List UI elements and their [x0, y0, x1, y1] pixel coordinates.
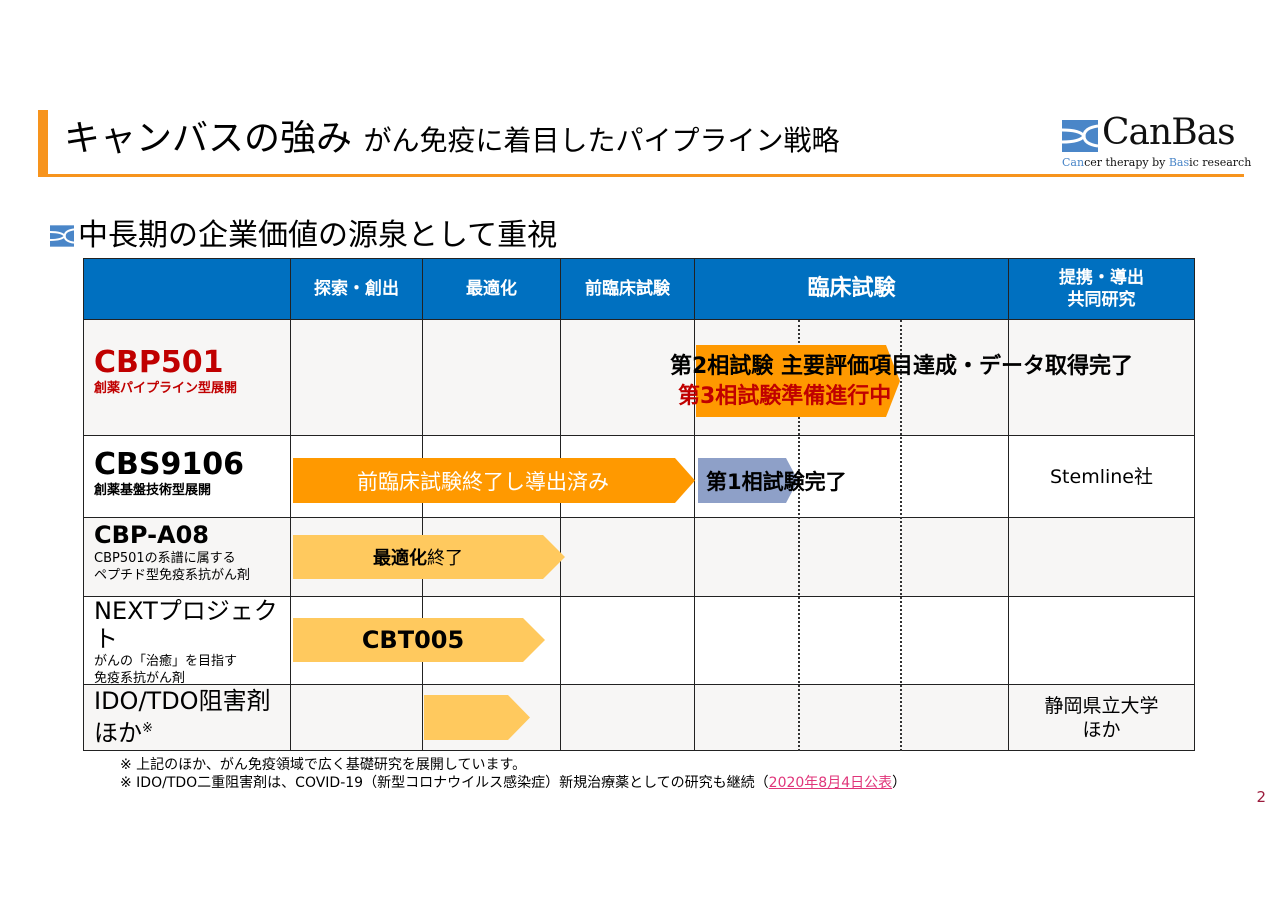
cell: [423, 320, 561, 436]
partner-name: 静岡県立大学: [1044, 694, 1159, 717]
cell: [695, 597, 1009, 685]
drug-subtitle: 創薬パイプライン型展開: [94, 381, 238, 396]
ido-tdo-arrow: [424, 695, 530, 740]
partner-cell: [1009, 597, 1195, 685]
canbas-mark-icon: [1062, 120, 1098, 152]
cbs9106-phase1-arrow: [698, 458, 798, 503]
footnote-1: ※ 上記のほか、がん免疫領域で広く基礎研究を展開しています。: [120, 757, 527, 773]
col-preclinical: 前臨床試験: [561, 259, 695, 320]
cell: [695, 685, 1009, 751]
drug-desc: CBP501の系譜に属する: [94, 551, 236, 566]
logo-wordmark: CanBas: [1102, 112, 1236, 153]
partner-cell: [1009, 320, 1195, 436]
col-clinical: 臨床試験: [695, 259, 1009, 320]
partner-cell: 静岡県立大学 ほか: [1009, 685, 1195, 751]
title-main: キャンバスの強み: [64, 118, 353, 159]
drug-desc: がんの「治癒」を目指す: [94, 654, 238, 669]
drug-name: CBP501: [94, 345, 224, 380]
col-partnership-line1: 提携・導出: [1059, 268, 1144, 288]
pipeline-table: 探索・創出 最適化 前臨床試験 臨床試験 提携・導出 共同研究 CBP501 創…: [83, 258, 1195, 751]
header-empty: [84, 259, 291, 320]
phase-divider: [900, 320, 902, 751]
drug-name-line2: ほか※: [94, 719, 153, 747]
page-number: 2: [1256, 788, 1266, 806]
cell: [561, 518, 695, 597]
drug-desc: 免疫系抗がん剤: [94, 671, 186, 686]
next-project-arrow: [293, 618, 545, 662]
footnote-2: ※ IDO/TDO二重阻害剤は、COVID-19（新型コロナウイルス感染症）新規…: [120, 775, 907, 791]
drug-name: CBP-A08: [94, 521, 210, 549]
col-partnership-line2: 共同研究: [1067, 290, 1136, 310]
phase-divider: [798, 320, 800, 751]
drug-name: CBS9106: [94, 447, 244, 482]
section-heading-text: 中長期の企業価値の源泉として重視: [78, 218, 558, 253]
canbas-logo: CanBas Cancer therapy by Basic research: [1062, 112, 1251, 170]
cbp501-progress-arrow: [696, 345, 900, 417]
row-label-ido-tdo: IDO/TDO阻害剤 ほか※: [84, 685, 291, 751]
next-project-text: CBT005: [361, 626, 465, 654]
title-sub: がん免疫に着目したパイプライン戦略: [363, 124, 840, 157]
announcement-link[interactable]: 2020年8月4日公表: [768, 775, 893, 791]
cbp-a08-arrow: [293, 535, 565, 579]
page-title: キャンバスの強み がん免疫に着目したパイプライン戦略: [64, 116, 839, 164]
partner-name-line2: ほか: [1082, 718, 1121, 741]
title-accent-bar: [38, 110, 48, 176]
row-label-next-project: NEXTプロジェクト がんの「治癒」を目指す 免疫系抗がん剤 （旧CBP-Bシリ…: [84, 597, 291, 703]
col-discovery: 探索・創出: [291, 259, 423, 320]
canbas-mark-icon: [50, 225, 74, 247]
partner-cell: [1009, 518, 1195, 597]
col-partnership: 提携・導出 共同研究: [1009, 259, 1195, 320]
title-underline: [38, 174, 1244, 177]
cbs9106-phase1-text: 第1相試験完了: [706, 469, 847, 494]
logo-tagline: Cancer therapy by Basic research: [1062, 156, 1252, 169]
drug-name: NEXTプロジェクト: [94, 597, 278, 653]
section-heading: 中長期の企業価値の源泉として重視: [50, 216, 557, 256]
drug-desc: ペプチド型免疫系抗がん剤: [94, 568, 251, 583]
cell: [695, 518, 1009, 597]
cbs9106-preclinical-arrow: [293, 458, 695, 503]
row-label-cbs9106: CBS9106 創薬基盤技術型展開: [84, 436, 291, 518]
cbp501-status-2: 第3相試験準備進行中: [678, 384, 892, 409]
cbs9106-preclinical-text: 前臨床試験終了し導出済み: [357, 469, 609, 494]
cell: [561, 597, 695, 685]
col-optimization: 最適化: [423, 259, 561, 320]
drug-subtitle: 創薬基盤技術型展開: [94, 483, 212, 498]
drug-name: IDO/TDO阻害剤: [94, 687, 271, 715]
cbp-a08-text: 最適化 終了: [373, 548, 463, 569]
row-label-cbp-a08: CBP-A08 CBP501の系譜に属する ペプチド型免疫系抗がん剤: [84, 518, 291, 597]
cell: [291, 685, 423, 751]
cell: [291, 320, 423, 436]
partner-cell: Stemline社: [1009, 436, 1195, 518]
row-label-cbp501: CBP501 創薬パイプライン型展開: [84, 320, 291, 436]
cbp501-status: 第2相試験 主要評価項目達成・データ取得完了: [670, 354, 1133, 379]
cell: [561, 320, 695, 436]
cell: [561, 685, 695, 751]
